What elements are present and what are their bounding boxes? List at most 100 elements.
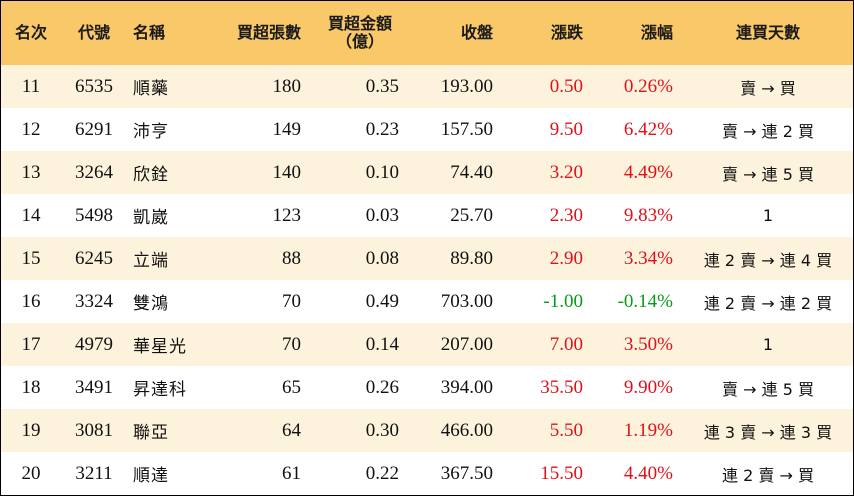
table-row: 17 4979 華星光 70 0.14 207.00 7.00 3.50% 1 xyxy=(1,323,853,366)
table-row: 13 3264 欣銓 140 0.10 74.40 3.20 4.49% 賣 → 連 5 買 xyxy=(1,151,853,194)
cell-close: 466.00 xyxy=(440,419,493,441)
cell-close: 89.80 xyxy=(450,247,493,269)
cell-pct: 0.26% xyxy=(623,75,673,97)
header-buy-amount-line2: （億） xyxy=(335,32,384,51)
cell-pct: 6.42% xyxy=(623,118,673,140)
cell-close: 193.00 xyxy=(440,75,493,97)
cell-pct: 3.50% xyxy=(623,333,673,355)
cell-days: 賣 → 連 5 買 xyxy=(722,164,814,184)
cell-name: 順藥 xyxy=(133,79,169,99)
cell-close: 394.00 xyxy=(440,376,493,398)
table-row: 11 6535 順藥 180 0.35 193.00 0.50 0.26% 賣 → 買 xyxy=(1,65,853,108)
cell-name: 欣銓 xyxy=(133,165,169,185)
header-days: 連買天數 xyxy=(735,22,800,42)
cell-code: 3324 xyxy=(75,290,113,312)
cell-buy-lots: 180 xyxy=(272,75,302,97)
cell-pct: 3.34% xyxy=(623,247,673,269)
cell-days: 賣 → 連 2 買 xyxy=(722,121,814,141)
table-body: 11 6535 順藥 180 0.35 193.00 0.50 0.26% 賣 → 買 12 629… xyxy=(1,65,853,495)
cell-name: 順達 xyxy=(133,466,169,486)
cell-days: 連 2 賣 → 買 xyxy=(722,465,814,485)
cell-close: 74.40 xyxy=(450,161,493,183)
cell-code: 3491 xyxy=(75,376,113,398)
cell-name: 凱崴 xyxy=(133,208,169,228)
table-row: 20 3211 順達 61 0.22 367.50 15.50 4.40% 連 2 賣 → 買 xyxy=(1,452,853,495)
cell-rank: 11 xyxy=(21,75,41,97)
table-row: 18 3491 昇達科 65 0.26 394.00 35.50 9.90% 賣 → 連 5 買 xyxy=(1,366,853,409)
cell-buy-amount: 0.49 xyxy=(365,290,399,312)
cell-code: 6245 xyxy=(75,247,113,269)
cell-pct: 1.19% xyxy=(623,419,673,441)
cell-pct: 9.90% xyxy=(623,376,673,398)
cell-buy-lots: 88 xyxy=(282,247,301,269)
cell-code: 4979 xyxy=(75,333,113,355)
header-name: 名稱 xyxy=(133,22,166,42)
cell-rank: 18 xyxy=(21,376,41,398)
cell-pct: 4.49% xyxy=(623,161,673,183)
table-row: 12 6291 沛亨 149 0.23 157.50 9.50 6.42% 賣 → 連 2 買 xyxy=(1,108,853,151)
header-close: 收盤 xyxy=(460,22,493,42)
cell-close: 703.00 xyxy=(440,290,493,312)
cell-change: 2.30 xyxy=(549,204,583,226)
cell-buy-amount: 0.35 xyxy=(365,75,399,97)
cell-close: 25.70 xyxy=(450,204,493,226)
cell-buy-lots: 70 xyxy=(282,290,301,312)
cell-buy-lots: 65 xyxy=(282,376,301,398)
cell-buy-amount: 0.30 xyxy=(365,419,399,441)
cell-buy-amount: 0.08 xyxy=(365,247,399,269)
cell-rank: 12 xyxy=(21,118,41,140)
table-row: 16 3324 雙鴻 70 0.49 703.00 -1.00 -0.14% 連 2 賣 → 連… xyxy=(1,280,853,323)
cell-name: 立端 xyxy=(133,251,169,271)
cell-change: 2.90 xyxy=(549,247,583,269)
cell-rank: 19 xyxy=(21,419,41,441)
cell-change: -1.00 xyxy=(543,290,583,312)
cell-rank: 16 xyxy=(21,290,41,312)
cell-rank: 13 xyxy=(21,161,41,183)
cell-name: 華星光 xyxy=(133,337,187,357)
cell-name: 昇達科 xyxy=(133,380,187,400)
cell-days: 賣 → 連 5 買 xyxy=(722,379,814,399)
table-row: 14 5498 凱崴 123 0.03 25.70 2.30 9.83% 1 xyxy=(1,194,853,237)
cell-buy-amount: 0.26 xyxy=(365,376,399,398)
cell-days: 賣 → 買 xyxy=(740,78,796,98)
cell-buy-lots: 123 xyxy=(272,204,302,226)
header-rank: 名次 xyxy=(14,22,47,42)
cell-name: 雙鴻 xyxy=(133,294,169,314)
cell-change: 7.00 xyxy=(549,333,583,355)
header-change: 漲跌 xyxy=(550,22,583,42)
cell-change: 0.50 xyxy=(549,75,583,97)
cell-days: 1 xyxy=(762,335,774,354)
cell-change: 3.20 xyxy=(549,161,583,183)
cell-days: 1 xyxy=(762,206,774,225)
cell-code: 5498 xyxy=(75,204,113,226)
table-row: 15 6245 立端 88 0.08 89.80 2.90 3.34% 連 2 賣 → 連 4 … xyxy=(1,237,853,280)
header-buy-amount: 買超金額 （億） xyxy=(311,1,409,65)
cell-buy-lots: 64 xyxy=(282,419,301,441)
cell-code: 3081 xyxy=(75,419,113,441)
cell-code: 6291 xyxy=(75,118,113,140)
cell-buy-amount: 0.03 xyxy=(365,204,399,226)
cell-code: 3264 xyxy=(75,161,113,183)
cell-pct: -0.14% xyxy=(617,290,673,312)
cell-change: 15.50 xyxy=(540,462,583,484)
cell-buy-lots: 140 xyxy=(272,161,302,183)
cell-rank: 20 xyxy=(21,462,41,484)
cell-rank: 17 xyxy=(21,333,41,355)
cell-code: 6535 xyxy=(75,75,113,97)
cell-change: 5.50 xyxy=(549,419,583,441)
cell-days: 連 2 賣 → 連 4 買 xyxy=(703,250,833,270)
table-header-row: 名次 代號 名稱 買超張數 買超金額 （億） 收盤 漲跌 漲幅 連買天數 xyxy=(1,1,853,65)
cell-buy-lots: 70 xyxy=(282,333,301,355)
cell-buy-amount: 0.14 xyxy=(365,333,399,355)
cell-buy-lots: 149 xyxy=(272,118,302,140)
header-buy-amount-line1: 買超金額 xyxy=(327,13,392,33)
cell-rank: 15 xyxy=(21,247,41,269)
cell-buy-amount: 0.22 xyxy=(365,462,399,484)
cell-pct: 4.40% xyxy=(623,462,673,484)
cell-buy-amount: 0.23 xyxy=(365,118,399,140)
cell-name: 沛亨 xyxy=(133,122,169,142)
header-code: 代號 xyxy=(77,22,110,42)
cell-change: 35.50 xyxy=(540,376,583,398)
